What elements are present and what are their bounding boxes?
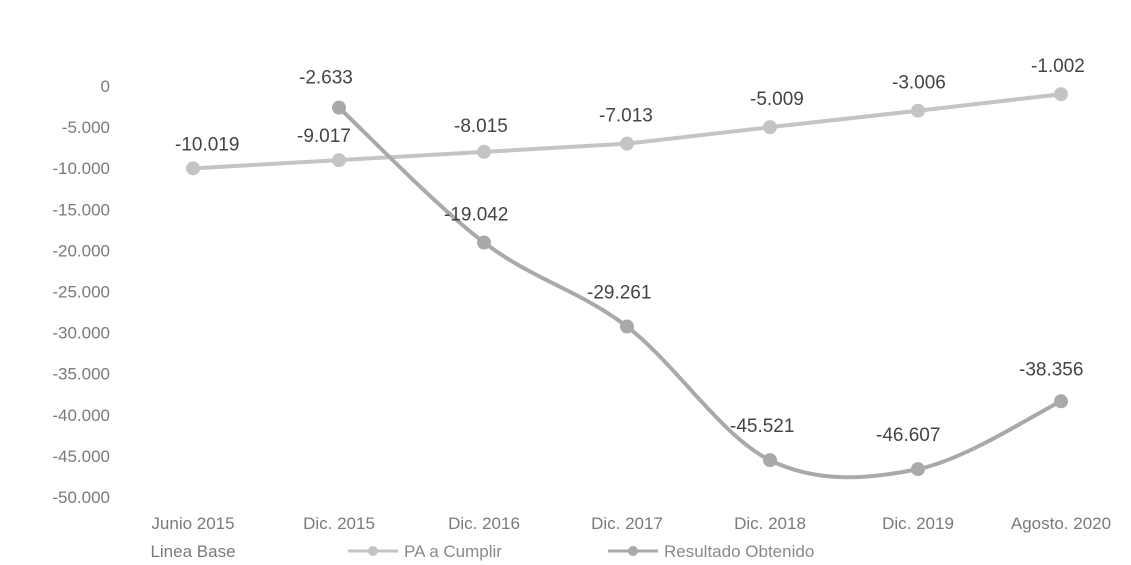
data-label: -1.002	[1031, 56, 1085, 77]
data-label: -29.261	[587, 283, 651, 304]
data-point	[477, 144, 491, 159]
x-tick-label: Dic. 2017	[591, 514, 663, 533]
x-tick-label: Junio 2015	[151, 514, 234, 533]
y-tick-label: -10.000	[52, 159, 110, 178]
data-point	[763, 120, 777, 135]
x-tick-label: Dic. 2016	[448, 514, 520, 533]
legend: PA a Cumplir Resultado Obtenido	[348, 542, 814, 561]
x-tick-label: Agosto. 2020	[1011, 514, 1111, 533]
data-labels: -10.019 -9.017 -8.015 -7.013 -5.009 -3.006 -1.…	[175, 56, 1085, 446]
data-label: -46.607	[876, 425, 940, 446]
y-tick-label: -40.000	[52, 406, 110, 425]
series-points	[186, 87, 1068, 477]
y-tick-label: 0	[101, 77, 110, 96]
x-tick-label: Dic. 2018	[734, 514, 806, 533]
y-tick-label: -15.000	[52, 200, 110, 219]
y-tick-label: -30.000	[52, 324, 110, 343]
data-label: -8.015	[454, 116, 508, 137]
y-tick-label: -35.000	[52, 365, 110, 384]
data-label: -10.019	[175, 134, 239, 155]
legend-label: PA a Cumplir	[404, 542, 502, 561]
data-point	[332, 100, 346, 115]
data-point	[620, 136, 634, 151]
legend-swatch-marker	[628, 546, 638, 556]
legend-swatch-marker	[368, 546, 378, 556]
data-label: -5.009	[750, 89, 804, 110]
data-label: -3.006	[892, 73, 946, 94]
data-label: -38.356	[1019, 359, 1083, 380]
x-tick-label: Dic. 2019	[882, 514, 954, 533]
y-tick-label: -45.000	[52, 447, 110, 466]
data-label: -45.521	[730, 416, 794, 437]
data-label: -19.042	[444, 205, 508, 226]
data-point	[763, 453, 777, 468]
x-axis: Junio 2015 Dic. 2015 Dic. 2016 Dic. 2017 Dic…	[150, 514, 1111, 561]
data-point	[911, 103, 925, 118]
data-point	[186, 161, 200, 176]
x-tick-sublabel: Linea Base	[150, 542, 235, 561]
legend-label: Resultado Obtenido	[664, 542, 814, 561]
data-label: -7.013	[599, 106, 653, 127]
series-line-1	[337, 105, 1063, 480]
x-tick-label: Dic. 2015	[303, 514, 375, 533]
y-axis: 0 -5.000 -10.000 -15.000 -20.000 -25.000 -30.0…	[52, 77, 110, 507]
data-point	[911, 462, 925, 477]
data-point	[620, 319, 634, 334]
y-tick-label: -25.000	[52, 283, 110, 302]
data-point	[1054, 394, 1068, 409]
y-tick-label: -50.000	[52, 488, 110, 507]
y-tick-label: -20.000	[52, 241, 110, 260]
data-label: -2.633	[299, 68, 353, 89]
data-label: -9.017	[297, 126, 351, 147]
y-tick-label: -5.000	[62, 118, 110, 137]
data-point	[477, 235, 491, 250]
data-point	[1054, 87, 1068, 102]
data-point	[332, 153, 346, 168]
